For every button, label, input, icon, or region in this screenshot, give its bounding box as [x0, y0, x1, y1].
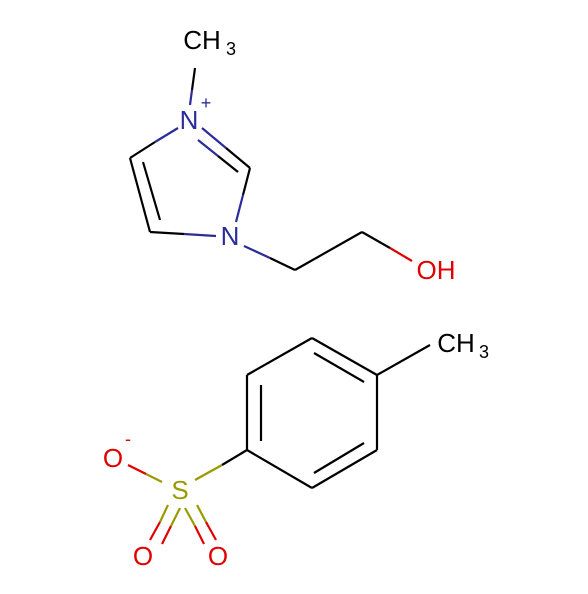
bond-line: [361, 231, 391, 249]
bond-line: [128, 157, 152, 233]
bond-line: [205, 521, 217, 541]
bond-line: [313, 442, 365, 474]
bond-line: [313, 352, 365, 383]
bond-line: [269, 257, 296, 271]
atom-label: O: [133, 541, 153, 571]
labels: CH 3 N + N OH CH 3 O - S O O: [103, 25, 489, 571]
bond-line: [246, 337, 313, 376]
bond-line: [161, 525, 172, 545]
bond-line: [196, 504, 207, 523]
bond-line: [246, 449, 313, 489]
bond-line: [243, 245, 271, 259]
bond-line: [184, 507, 196, 527]
bond-line: [190, 67, 197, 91]
bond-line: [234, 194, 245, 223]
bond-line: [170, 507, 181, 527]
bond-line: [201, 127, 227, 149]
bond-line: [141, 161, 162, 221]
bond-line: [149, 521, 161, 541]
bond-line: [194, 464, 223, 481]
atom-charge: -: [125, 429, 131, 449]
bond-line: [225, 147, 251, 169]
bond-line: [154, 127, 179, 143]
atom-label: OH: [417, 255, 456, 285]
bonds: [127, 67, 431, 545]
atom-label: N: [180, 105, 199, 135]
bond-line: [159, 504, 169, 523]
bond-line: [194, 525, 205, 545]
bond-line: [197, 139, 219, 157]
bond-line: [311, 449, 378, 489]
atom-label: S: [171, 475, 188, 505]
atom-subscript: 3: [479, 342, 489, 362]
bond-line: [149, 230, 185, 236]
bond-line: [145, 473, 163, 483]
bond-line: [241, 167, 252, 196]
bond-line: [129, 141, 156, 159]
bond-line: [294, 231, 363, 271]
atom-label: CH: [183, 25, 221, 55]
atom-label: N: [221, 221, 240, 251]
bond-line: [376, 344, 431, 376]
bond-line: [311, 337, 378, 376]
bond-line: [221, 449, 248, 466]
atom-label: CH: [437, 328, 475, 358]
bond-line: [188, 89, 194, 106]
atom-label: O: [208, 541, 228, 571]
bond-line: [389, 247, 413, 262]
bond-line: [127, 464, 147, 475]
atom-charge: +: [201, 93, 212, 113]
atom-label: O: [103, 443, 123, 473]
atom-subscript: 3: [226, 39, 236, 59]
bond-line: [183, 232, 217, 238]
bond-line: [217, 155, 239, 173]
